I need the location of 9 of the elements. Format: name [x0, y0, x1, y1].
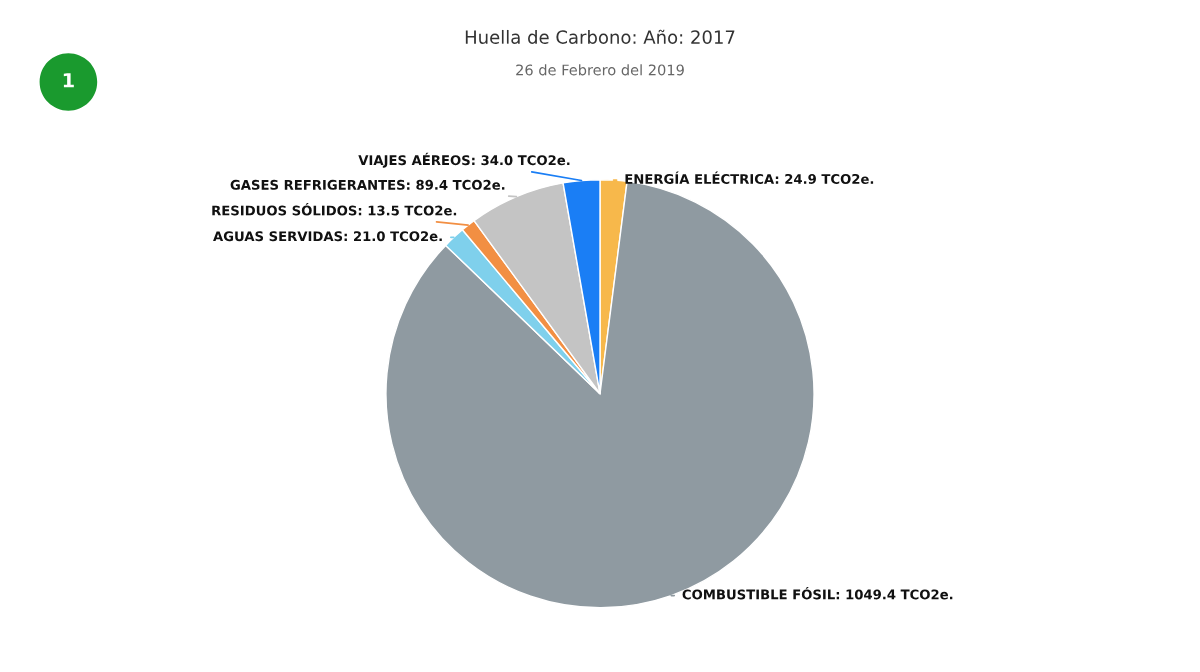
slice-label: COMBUSTIBLE FÓSIL: 1049.4 TCO2e. — [682, 587, 953, 600]
chart-subtitle: 26 de Febrero del 2019 — [516, 64, 684, 76]
slice-label: ENERGÍA ELÉCTRICA: 24.9 TCO2e. — [625, 171, 874, 184]
text: 1 — [63, 73, 74, 88]
chart-title: Huella de Carbono: Año: 2017 — [465, 29, 735, 44]
slice-label: AGUAS SERVIDAS: 21.0 TCO2e. — [213, 231, 442, 242]
slice-label: GASES REFRIGERANTES: 89.4 TCO2e. — [230, 179, 505, 190]
slice-label: RESIDUOS SÓLIDOS: 13.5 TCO2e. — [212, 203, 457, 216]
slice-label: VIAJES AÉREOS: 34.0 TCO2e. — [358, 152, 570, 168]
